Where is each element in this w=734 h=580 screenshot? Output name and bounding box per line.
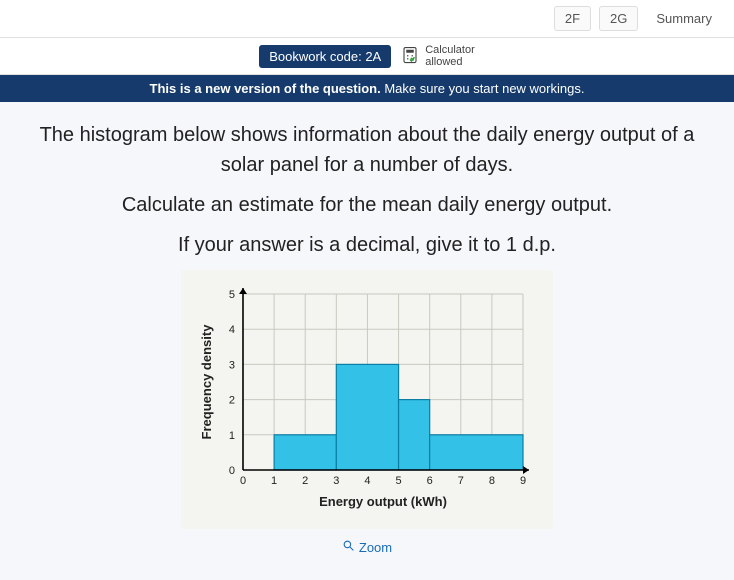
calculator-line1: Calculator — [425, 44, 475, 56]
svg-text:6: 6 — [427, 475, 433, 487]
svg-text:1: 1 — [229, 430, 235, 442]
svg-text:5: 5 — [229, 289, 235, 301]
svg-text:1: 1 — [271, 475, 277, 487]
bookwork-badge: Bookwork code: 2A — [259, 45, 391, 68]
svg-text:8: 8 — [489, 475, 495, 487]
calculator-line2: allowed — [425, 56, 462, 68]
calculator-icon — [401, 46, 419, 67]
svg-text:0: 0 — [240, 475, 246, 487]
search-icon — [342, 539, 355, 555]
histogram-chart: 0 1 2 3 4 5 6 7 8 9 0 1 2 3 4 5 Energy output (kWh) Frequ… — [195, 284, 535, 514]
question-p3: If your answer is a decimal, give it to … — [22, 230, 712, 260]
histogram-container: 0 1 2 3 4 5 6 7 8 9 0 1 2 3 4 5 Energy output (kWh) Frequ… — [181, 270, 553, 529]
banner-strong: This is a new version of the question. — [150, 81, 381, 96]
svg-text:3: 3 — [229, 360, 235, 372]
svg-text:9: 9 — [520, 475, 526, 487]
question-p2: Calculate an estimate for the mean daily… — [22, 190, 712, 220]
calculator-label: Calculator allowed — [425, 44, 475, 68]
question-content: The histogram below shows information ab… — [0, 102, 734, 565]
bookwork-bar: Bookwork code: 2A Calculator allowed — [0, 38, 734, 75]
svg-text:7: 7 — [458, 475, 464, 487]
svg-text:2: 2 — [229, 395, 235, 407]
calculator-allowed: Calculator allowed — [401, 44, 475, 68]
tab-2g[interactable]: 2G — [599, 6, 638, 31]
top-nav-bar: 2F 2G Summary — [0, 0, 734, 38]
svg-text:Energy output (kWh): Energy output (kWh) — [319, 494, 447, 509]
svg-text:4: 4 — [364, 475, 370, 487]
svg-text:4: 4 — [229, 324, 235, 336]
svg-text:0: 0 — [229, 465, 235, 477]
question-p1: The histogram below shows information ab… — [22, 120, 712, 180]
tab-2f[interactable]: 2F — [554, 6, 591, 31]
zoom-label: Zoom — [359, 540, 392, 555]
svg-text:3: 3 — [333, 475, 339, 487]
new-version-banner: This is a new version of the question. M… — [0, 75, 734, 102]
svg-text:Frequency density: Frequency density — [199, 324, 214, 440]
summary-link[interactable]: Summary — [646, 7, 722, 30]
svg-text:2: 2 — [302, 475, 308, 487]
svg-text:5: 5 — [395, 475, 401, 487]
zoom-button[interactable]: Zoom — [342, 539, 392, 555]
banner-rest: Make sure you start new workings. — [381, 81, 585, 96]
